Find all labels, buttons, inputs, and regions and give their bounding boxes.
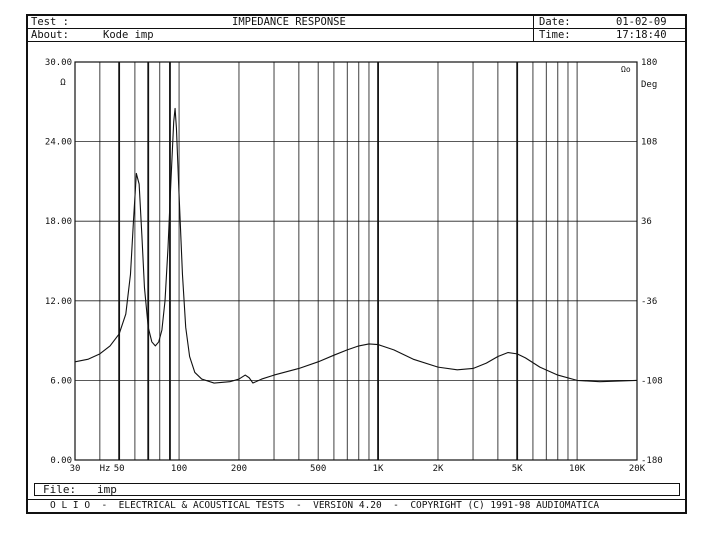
y2-tick-label: 180 xyxy=(641,58,657,68)
footer-banner: O L I O - ELECTRICAL & ACOUSTICAL TESTS … xyxy=(50,500,600,511)
about-value: Kode imp xyxy=(103,29,154,41)
y2-tick-label: -180 xyxy=(641,456,663,466)
file-value: imp xyxy=(97,483,117,496)
time-value: 17:18:40 xyxy=(616,29,667,41)
page-title: IMPEDANCE RESPONSE xyxy=(232,16,346,28)
footer-divider xyxy=(28,499,685,500)
file-label: File: xyxy=(43,483,77,496)
y2-tick-label: 108 xyxy=(641,138,657,148)
x-unit-label: Hz xyxy=(100,464,111,474)
y-tick-label: 24.00 xyxy=(45,138,72,148)
x-tick-label: 50 xyxy=(114,464,125,474)
x-tick-label: 1K xyxy=(373,464,384,474)
y2-tick-label: -108 xyxy=(641,376,663,386)
y-tick-label: 30.00 xyxy=(45,58,72,68)
x-tick-label: 10K xyxy=(569,464,586,474)
x-tick-label: 200 xyxy=(231,464,247,474)
about-label: About: xyxy=(31,29,69,41)
impedance-curve xyxy=(74,107,638,384)
y2-tick-label: 36 xyxy=(641,217,652,227)
date-value: 01-02-09 xyxy=(616,16,667,28)
y2-axis-label: Deg xyxy=(641,80,657,90)
y-tick-label: 18.00 xyxy=(45,217,72,227)
header-divider xyxy=(28,28,685,29)
file-box: File: imp xyxy=(34,483,680,496)
x-tick-label: 20K xyxy=(629,464,646,474)
impedance-chart: 0.00 6.00 12.00 18.00 24.00 30.00 -180 -108 -36 3… xyxy=(45,58,663,474)
time-label: Time: xyxy=(539,29,571,41)
test-label: Test : xyxy=(31,16,69,28)
y-tick-label: 12.00 xyxy=(45,297,72,307)
header-bottom-border xyxy=(28,41,685,42)
y-tick-label: 6.00 xyxy=(50,376,72,386)
x-tick-label: 100 xyxy=(171,464,187,474)
x-tick-label: 5K xyxy=(512,464,523,474)
plot-border xyxy=(74,61,638,461)
x-tick-label: 30 xyxy=(70,464,81,474)
y-tick-label: 0.00 xyxy=(50,456,72,466)
x-tick-label: 2K xyxy=(433,464,444,474)
header-right-divider xyxy=(533,16,534,42)
y-axis-label: Ω xyxy=(60,78,66,88)
date-label: Date: xyxy=(539,16,571,28)
plot-window: Test : About: Kode imp IMPEDANCE RESPONS… xyxy=(26,14,687,514)
y2-tick-label: -36 xyxy=(641,297,657,307)
x-tick-label: 500 xyxy=(310,464,326,474)
corner-label: Ωo xyxy=(621,65,631,74)
